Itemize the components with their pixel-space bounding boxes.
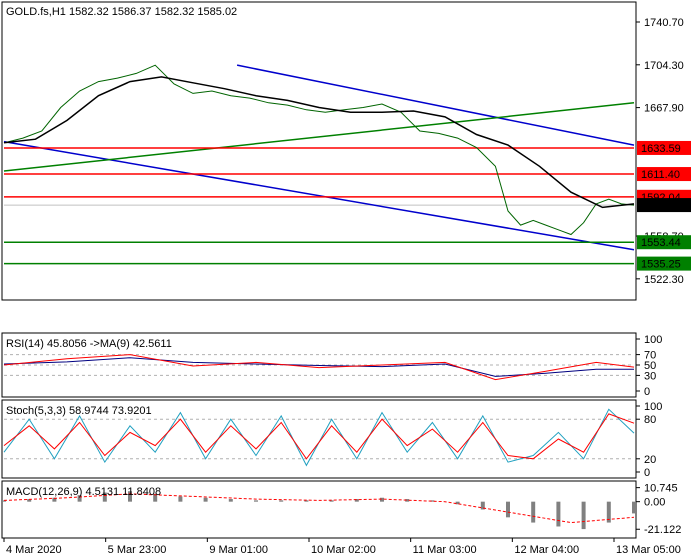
macd-histogram-bar — [203, 497, 208, 502]
rsi-y-tick-label: 100 — [644, 334, 662, 346]
macd-histogram-bar — [581, 501, 586, 530]
macd-histogram-bar — [455, 501, 460, 505]
macd-histogram-bar — [606, 501, 611, 523]
x-tick-label: 13 Mar 05:00 — [616, 544, 681, 556]
rsi-y-tick-label: 30 — [644, 370, 656, 382]
macd-title: MACD(12,26,9) 4.5131 11.8408 — [6, 486, 161, 498]
level-label: 1553.44 — [641, 237, 681, 249]
main-y-tick-label: 1522.30 — [644, 274, 684, 286]
macd-histogram-bar — [380, 497, 384, 502]
symbol-info: GOLD.fs,H1 1582.32 1586.37 1582.32 1585.… — [6, 6, 237, 18]
level-tag — [637, 235, 691, 250]
stoch-series — [3, 413, 635, 460]
rsi-y-tick-label: 50 — [644, 360, 656, 372]
x-tick-label: 11 Mar 03:00 — [413, 544, 477, 556]
level-label: 1633.59 — [641, 143, 681, 155]
macd-histogram-bar — [128, 491, 132, 502]
x-tick-label: 10 Mar 02:00 — [311, 544, 376, 556]
main-y-tick-label: 1704.30 — [644, 60, 684, 72]
macd-histogram-bar — [405, 499, 410, 502]
macd-histogram-bar — [77, 495, 82, 502]
macd-signal-series — [3, 493, 635, 524]
x-tick-label: 9 Mar 01:00 — [209, 544, 268, 556]
level-tag — [637, 167, 691, 182]
stoch-y-tick-label: 20 — [644, 454, 656, 466]
macd-histogram-bar — [304, 500, 309, 502]
stoch-y-tick-label: 0 — [644, 467, 650, 479]
rsi-title: RSI(14) 45.8056 ->MA(9) 42.5611 — [6, 338, 172, 350]
macd-histogram-bar — [480, 501, 485, 510]
main-y-tick-label: 1667.90 — [644, 103, 684, 115]
macd-histogram-bar — [254, 500, 258, 502]
macd-histogram-bar — [506, 501, 510, 518]
price-series — [3, 64, 635, 236]
macd-histogram-bar — [27, 499, 32, 502]
macd-histogram-bar — [279, 500, 284, 502]
macd-histogram-bar — [556, 501, 561, 527]
macd-histogram-bar — [153, 493, 158, 502]
macd-y-tick-label: -21.122 — [644, 524, 681, 536]
macd-layer: 10.745 0.00 -21.122 — [2, 483, 681, 536]
macd-histogram-bar — [102, 492, 107, 502]
x-tick-label: 4 Mar 2020 — [6, 544, 62, 556]
stoch-y-tick-label: 100 — [644, 401, 662, 413]
macd-histogram-bar — [632, 501, 636, 514]
macd-histogram-bar — [2, 500, 6, 502]
rsi-y-tick-label: 70 — [644, 350, 656, 362]
macd-histogram-bar — [329, 500, 334, 502]
main-y-tick-label: 1740.70 — [644, 17, 684, 29]
macd-histogram-bar — [178, 496, 183, 502]
x-tick-label: 12 Mar 04:00 — [514, 544, 579, 556]
x-tick-label: 5 Mar 23:00 — [108, 544, 167, 556]
macd-y-tick-label: 10.745 — [644, 483, 678, 495]
level-label: 1611.40 — [641, 169, 680, 181]
level-tag — [637, 256, 691, 271]
current-price-label: 1585.02 — [641, 200, 681, 212]
trendline — [236, 64, 635, 146]
macd-histogram-bar — [354, 499, 359, 502]
stoch-y-tick-label: 80 — [644, 414, 656, 426]
level-tag — [637, 140, 691, 155]
macd-histogram-bar — [228, 499, 233, 502]
main-panel — [1, 1, 637, 301]
stoch-panel — [1, 399, 637, 479]
rsi-series — [3, 354, 635, 381]
macd-histogram-bar — [52, 497, 57, 502]
stoch-title: Stoch(5,3,3) 58.9744 73.9201 — [6, 405, 152, 417]
macd-panel — [1, 480, 637, 539]
macd-histogram-bar — [531, 501, 536, 523]
level-label: 1535.25 — [641, 259, 681, 271]
macd-y-tick-label: 0.00 — [644, 497, 665, 509]
main-layer: 1740.701704.301667.901558.701522.301633.… — [3, 17, 691, 286]
x-axis: 4 Mar 2020 5 Mar 23:00 9 Mar 01:00 10 Mar 0… — [3, 538, 681, 556]
current-price-tag — [637, 198, 691, 213]
trendline — [3, 102, 635, 172]
moving-average-series — [3, 76, 635, 209]
macd-histogram-bar — [430, 500, 435, 502]
rsi-y-tick-label: 0 — [644, 386, 650, 398]
